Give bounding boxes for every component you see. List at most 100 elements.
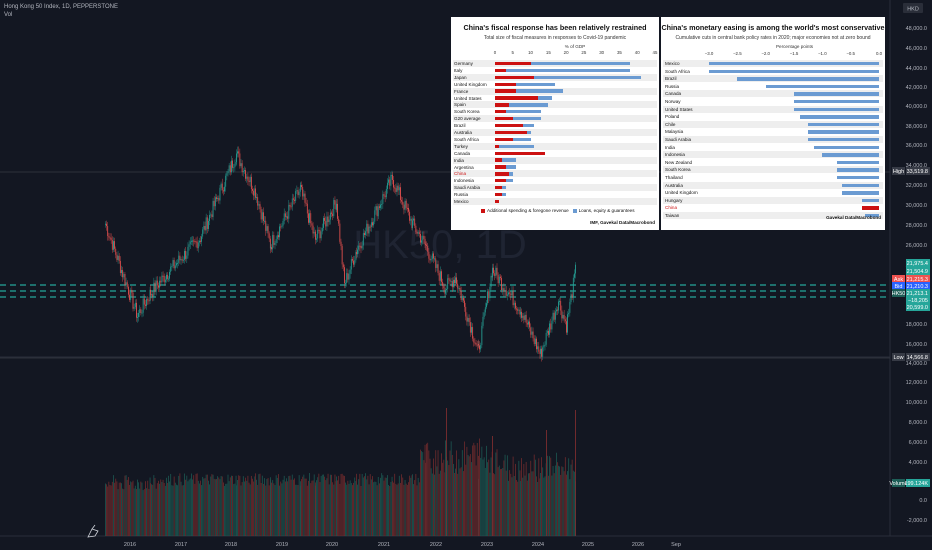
- volume-bar: [557, 462, 559, 536]
- price-tick-label: 46,000.0: [906, 46, 927, 52]
- volume-bar: [475, 465, 477, 536]
- monetary-country-label: Poland: [665, 114, 680, 120]
- time-tick-label: 2020: [326, 542, 338, 548]
- monetary-cut-bar: [864, 214, 879, 218]
- price-tick-label: 18,000.0: [906, 322, 927, 328]
- volume-bar: [556, 452, 557, 536]
- price-candle: [242, 170, 244, 173]
- drawing-tool-icon[interactable]: [87, 524, 99, 538]
- price-candle: [319, 230, 321, 239]
- price-candle: [172, 260, 174, 266]
- volume-bar: [534, 459, 536, 536]
- price-candle: [355, 252, 357, 261]
- volume-bar: [308, 480, 309, 536]
- volume-bar: [306, 485, 308, 536]
- price-candle: [284, 213, 286, 217]
- price-candle: [304, 193, 306, 203]
- volume-bar: [388, 484, 389, 536]
- price-candle: [409, 211, 411, 221]
- price-candle: [211, 214, 213, 218]
- price-candle: [191, 240, 192, 242]
- volume-bar: [205, 474, 207, 536]
- price-candle: [388, 179, 389, 183]
- volume-bar: [204, 478, 206, 536]
- price-candle: [475, 342, 477, 345]
- price-candle: [394, 187, 396, 189]
- price-tick-label: 8,000.0: [909, 420, 927, 426]
- volume-bar: [570, 464, 572, 536]
- fiscal-country-label: Japan: [454, 74, 467, 80]
- volume-bar: [340, 473, 342, 536]
- price-candle: [512, 290, 514, 306]
- symbol-title[interactable]: Hong Kong 50 Index, 1D, PEPPERSTONE: [4, 4, 118, 10]
- volume-bar: [295, 484, 297, 536]
- volume-bar: [160, 479, 162, 536]
- price-candle: [361, 245, 363, 249]
- price-candle: [287, 216, 289, 219]
- volume-bar: [212, 474, 214, 536]
- fiscal-country-label: Argentina: [454, 164, 474, 170]
- volume-bar: [543, 477, 545, 536]
- price-candle: [506, 294, 508, 296]
- price-candle: [272, 235, 274, 250]
- volume-bar: [282, 479, 284, 536]
- price-candle: [302, 187, 304, 197]
- volume-bar: [476, 442, 478, 536]
- price-candle: [503, 288, 505, 292]
- price-candle: [179, 255, 181, 261]
- price-candle: [113, 241, 114, 250]
- price-tick-label: -2,000.0: [907, 518, 927, 524]
- price-candle: [312, 225, 314, 234]
- price-candle: [530, 327, 532, 335]
- monetary-cut-bar: [842, 183, 879, 187]
- low-tag-value: 14,566.8: [907, 355, 928, 361]
- volume-bar: [541, 457, 542, 536]
- fiscal-country-label: Italy: [454, 67, 463, 73]
- fiscal-tick-label: 10: [528, 50, 533, 55]
- price-candle: [430, 259, 432, 261]
- price-candle: [151, 294, 152, 296]
- ask-tag-value-bg: [906, 275, 930, 283]
- volume-bar: [123, 489, 125, 536]
- volume-bar: [298, 475, 300, 536]
- price-candle: [182, 259, 184, 261]
- volume-bar: [238, 475, 240, 536]
- volume-bar: [286, 478, 287, 536]
- volume-bar: [302, 476, 304, 536]
- fiscal-tick-label: 25: [581, 50, 587, 55]
- volume-bar: [276, 477, 278, 536]
- fiscal-spending-bar: [495, 89, 517, 93]
- volume-bar: [255, 473, 256, 536]
- price-candle: [231, 160, 232, 173]
- price-candle: [461, 298, 463, 300]
- time-tick-label: 2016: [124, 542, 136, 548]
- volume-indicator-label[interactable]: Vol: [4, 12, 13, 18]
- price-candle: [228, 165, 230, 172]
- price-candle: [414, 218, 416, 226]
- volume-bar: [359, 473, 361, 536]
- price-candle: [259, 204, 261, 210]
- price-candle: [534, 338, 536, 345]
- price-candle: [490, 275, 492, 288]
- price-candle: [518, 309, 520, 311]
- volume-bar: [423, 460, 425, 536]
- volume-bar: [344, 475, 345, 536]
- ask-tag-label: Ask: [894, 277, 903, 283]
- volume-bar: [486, 445, 487, 536]
- price-candle: [523, 315, 525, 320]
- fiscal-loans-bar: [505, 68, 631, 73]
- monetary-country-label: Hungary: [665, 197, 683, 203]
- price-candle: [483, 312, 485, 317]
- volume-bar: [464, 441, 465, 536]
- price-candle: [331, 212, 332, 214]
- volume-bar: [237, 479, 238, 536]
- price-candle: [206, 217, 208, 229]
- volume-bar: [333, 484, 335, 536]
- price-candle: [181, 259, 183, 261]
- volume-bar: [202, 476, 204, 536]
- price-candle: [280, 226, 282, 228]
- volume-bar: [341, 473, 343, 536]
- monetary-row-bg: [663, 196, 883, 204]
- volume-bar: [487, 462, 488, 536]
- price-candle: [554, 311, 556, 320]
